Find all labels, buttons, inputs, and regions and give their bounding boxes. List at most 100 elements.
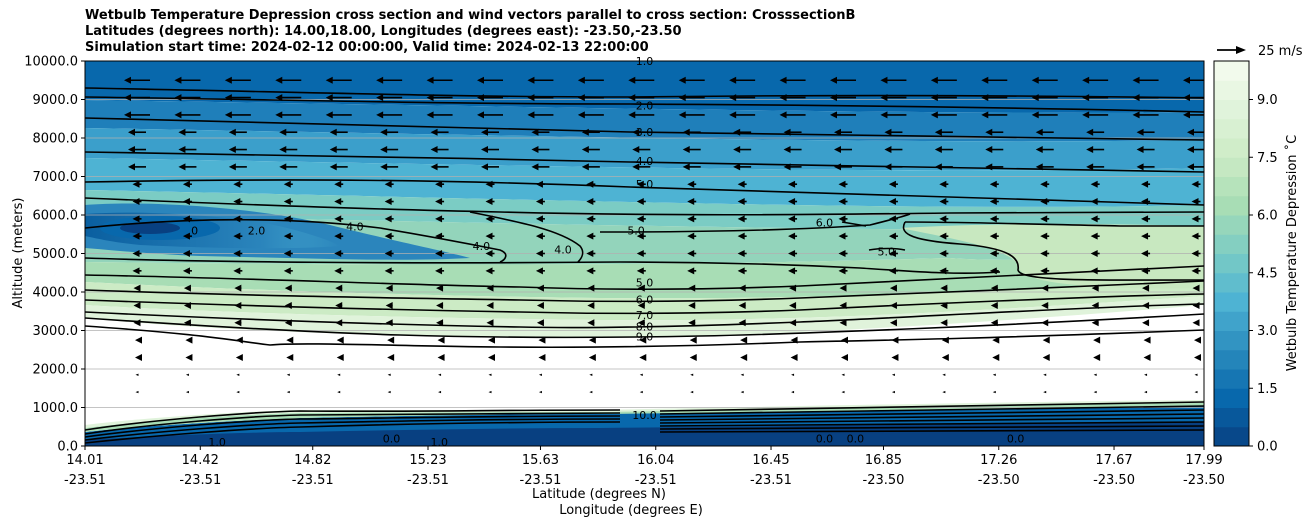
wind-arrow-head	[838, 232, 846, 240]
wind-arrow-head	[1142, 319, 1150, 327]
wind-arrow-head	[1031, 94, 1039, 102]
wind-arrow	[992, 390, 996, 394]
wind-arrow-head	[334, 198, 342, 206]
wind-arrow	[839, 284, 847, 292]
wind-arrow-head	[1041, 319, 1049, 327]
wind-arrow-head	[838, 250, 846, 257]
wind-arrow	[1031, 111, 1058, 119]
wind-arrow	[788, 198, 798, 206]
wind-arrow	[830, 76, 856, 84]
wind-arrow	[283, 250, 293, 257]
wind-arrow-head	[729, 76, 737, 84]
wind-arrow	[376, 76, 403, 84]
wind-arrow	[934, 163, 953, 171]
wind-arrow-head	[687, 215, 695, 223]
wind-arrow	[791, 390, 795, 394]
y-axis: 0.0 1000.0 2000.0 3000.0 4000.0 5000.0 6000.0 7…	[24, 55, 85, 455]
wind-arrow-head	[132, 267, 140, 275]
wind-arrow-head	[1093, 390, 1097, 394]
wind-arrow-head	[325, 76, 333, 84]
wind-arrow-head	[233, 232, 241, 240]
wind-arrow-head	[233, 215, 241, 223]
wind-arrow-head	[688, 301, 696, 309]
wind-arrow-head	[636, 250, 644, 257]
wind-arrow-head	[279, 146, 287, 154]
wind-arrow	[325, 111, 352, 119]
contour-label: 8.0	[636, 321, 654, 334]
wind-arrow	[178, 163, 197, 171]
wind-arrow	[435, 180, 445, 188]
wind-arrow	[880, 76, 907, 84]
wind-arrow-head	[531, 128, 539, 136]
wind-arrow	[426, 111, 453, 119]
wind-arrow	[939, 267, 949, 275]
wind-arrow	[733, 146, 752, 154]
x-tick-label-longitude: -23.51	[407, 473, 449, 488]
wind-arrow	[536, 284, 544, 292]
wind-arrow-head	[536, 301, 544, 309]
colorbar-frame	[1213, 60, 1250, 447]
wind-arrow	[1141, 215, 1151, 223]
wind-arrow-head	[183, 301, 191, 309]
wind-arrow	[639, 373, 643, 376]
wind-arrow	[639, 353, 647, 361]
wind-arrow	[283, 180, 293, 188]
wind-arrow-head	[1191, 180, 1199, 188]
wind-arrow	[275, 111, 302, 119]
contour-label: 0.0	[383, 432, 401, 445]
wind-arrow-head	[535, 232, 543, 240]
wind-arrow	[838, 215, 848, 223]
wind-arrow-head	[839, 301, 847, 309]
wind-arrow	[1192, 319, 1200, 327]
wind-arrow-head	[235, 353, 243, 361]
wind-arrow	[426, 94, 453, 102]
wind-arrow	[334, 215, 344, 223]
wind-arrow-head	[1090, 180, 1098, 188]
wind-arrow-head	[224, 111, 232, 119]
wind-arrow	[234, 284, 242, 292]
wind-arrow-head	[839, 319, 847, 327]
wind-arrow-head	[985, 146, 993, 154]
wind-arrow	[688, 284, 696, 292]
wind-arrow	[132, 215, 142, 223]
wind-arrow	[1090, 180, 1100, 188]
wind-arrow	[233, 232, 243, 240]
wind-arrow-head	[485, 232, 493, 240]
wind-arrow	[336, 336, 344, 344]
contour-label: 4.0	[346, 221, 364, 234]
wind-arrow	[334, 232, 344, 240]
wind-arrow-head	[737, 232, 745, 240]
wind-arrow-head	[788, 267, 796, 275]
wind-arrow	[733, 128, 752, 136]
wind-arrow	[783, 128, 802, 136]
wind-arrow	[132, 250, 142, 257]
wind-arrow	[939, 250, 949, 257]
wind-arrow-head	[283, 267, 291, 275]
wind-arrow	[1091, 319, 1099, 327]
wind-arrow-head	[135, 353, 142, 361]
wind-arrow	[934, 128, 953, 136]
wind-arrow	[178, 146, 197, 154]
wind-arrow-head	[536, 319, 544, 327]
wind-arrow-head	[1093, 336, 1101, 344]
wind-arrow	[687, 198, 697, 206]
contour-label: 0.0	[1007, 432, 1025, 445]
wind-arrow	[788, 232, 798, 240]
x-tick-label-longitude: -23.51	[520, 473, 562, 488]
wind-arrow	[737, 232, 747, 240]
contour-label: 2.0	[636, 99, 654, 112]
wind-arrow	[132, 267, 142, 275]
wind-arrow	[733, 163, 752, 171]
wind-arrow	[1141, 267, 1151, 275]
wind-arrow	[1143, 336, 1151, 344]
wind-arrow	[283, 215, 293, 223]
wind-arrow-head	[889, 319, 897, 327]
wind-arrow	[740, 390, 744, 394]
wind-arrow	[636, 198, 646, 206]
wind-arrow	[789, 319, 797, 327]
wind-arrow	[124, 76, 150, 84]
wind-arrow-head	[636, 180, 644, 188]
wind-arrow	[891, 353, 899, 361]
wind-arrow-head	[234, 284, 242, 292]
wind-arrow	[687, 250, 697, 257]
